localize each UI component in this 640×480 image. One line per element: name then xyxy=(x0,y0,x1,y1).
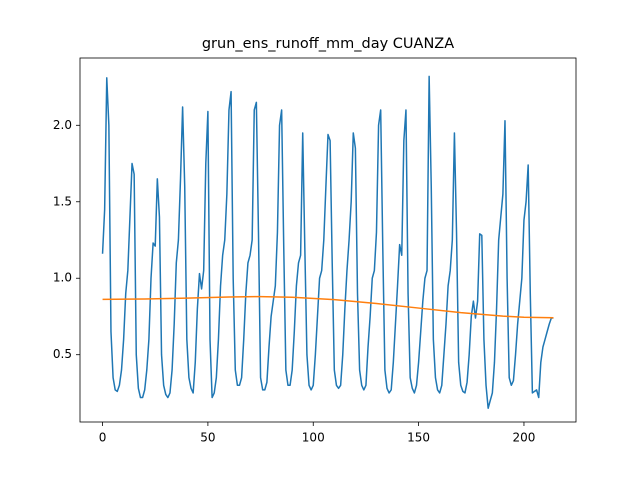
y-tick-label: 1.5 xyxy=(53,194,72,208)
y-tick-label: 0.5 xyxy=(53,347,72,361)
data-line xyxy=(101,75,554,409)
y-tick-label: 1.0 xyxy=(53,271,72,285)
x-tick-label: 200 xyxy=(513,431,536,445)
data-line xyxy=(102,295,554,319)
y-tick-label: 2.0 xyxy=(53,118,72,132)
x-tick-label: 100 xyxy=(302,431,325,445)
x-tick-label: 150 xyxy=(407,431,430,445)
chart-title: grun_ens_runoff_mm_day CUANZA xyxy=(202,36,454,52)
x-tick-label: 50 xyxy=(200,431,215,445)
plot-frame xyxy=(79,57,577,423)
x-tick-label: 0 xyxy=(99,431,107,445)
